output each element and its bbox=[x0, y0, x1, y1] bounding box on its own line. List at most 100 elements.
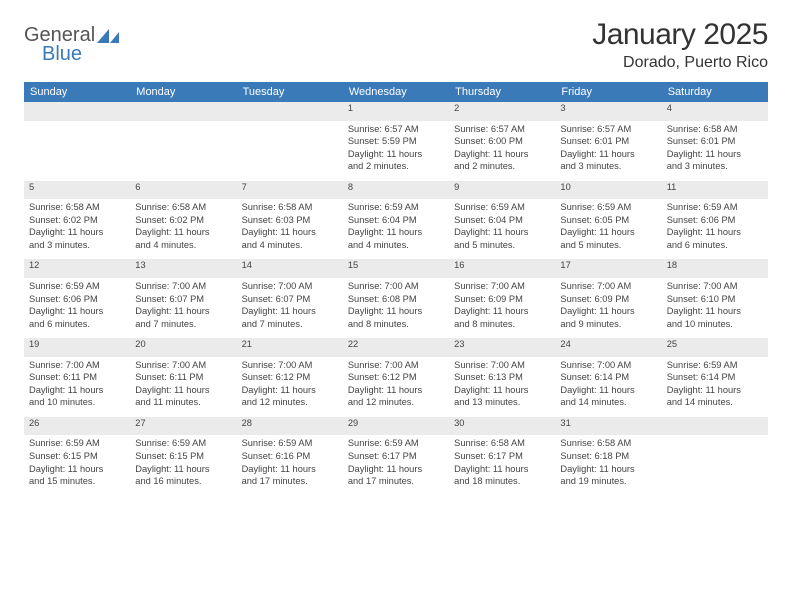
day-cell: Sunrise: 7:00 AMSunset: 6:13 PMDaylight:… bbox=[449, 358, 555, 416]
sunset-text: Sunset: 6:08 PM bbox=[348, 293, 444, 306]
day-cell: Sunrise: 6:59 AMSunset: 6:04 PMDaylight:… bbox=[449, 200, 555, 258]
day-detail-row: Sunrise: 6:58 AMSunset: 6:02 PMDaylight:… bbox=[24, 200, 768, 258]
day-of-week-header: Tuesday bbox=[237, 82, 343, 102]
sunrise-text: Sunrise: 6:59 AM bbox=[242, 437, 338, 450]
sunrise-text: Sunrise: 7:00 AM bbox=[560, 280, 656, 293]
sunrise-text: Sunrise: 6:59 AM bbox=[560, 201, 656, 214]
sunrise-text: Sunrise: 6:59 AM bbox=[667, 201, 763, 214]
day-detail-row: Sunrise: 7:00 AMSunset: 6:11 PMDaylight:… bbox=[24, 358, 768, 416]
sunrise-text: Sunrise: 6:57 AM bbox=[454, 123, 550, 136]
day-number: 30 bbox=[449, 416, 555, 437]
sunrise-text: Sunrise: 7:00 AM bbox=[348, 280, 444, 293]
day-cell: Sunrise: 6:57 AMSunset: 6:01 PMDaylight:… bbox=[555, 122, 661, 180]
day1-text: Daylight: 11 hours bbox=[29, 226, 125, 239]
day1-text: Daylight: 11 hours bbox=[454, 384, 550, 397]
day1-text: Daylight: 11 hours bbox=[135, 305, 231, 318]
day-cell bbox=[662, 436, 768, 494]
sunrise-text: Sunrise: 6:59 AM bbox=[454, 201, 550, 214]
sunrise-text: Sunrise: 6:59 AM bbox=[29, 280, 125, 293]
day-cell: Sunrise: 6:58 AMSunset: 6:02 PMDaylight:… bbox=[130, 200, 236, 258]
day1-text: Daylight: 11 hours bbox=[29, 384, 125, 397]
brand-part2: Blue bbox=[42, 43, 119, 66]
day-number: 17 bbox=[555, 258, 661, 279]
day2-text: and 4 minutes. bbox=[348, 239, 444, 252]
sunset-text: Sunset: 6:02 PM bbox=[135, 214, 231, 227]
day-number-row: 19202122232425 bbox=[24, 337, 768, 358]
sunrise-text: Sunrise: 7:00 AM bbox=[454, 359, 550, 372]
sunrise-text: Sunrise: 6:59 AM bbox=[135, 437, 231, 450]
month-title: January 2025 bbox=[592, 18, 768, 52]
day-of-week-header: Friday bbox=[555, 82, 661, 102]
day-cell: Sunrise: 6:59 AMSunset: 6:16 PMDaylight:… bbox=[237, 436, 343, 494]
day2-text: and 4 minutes. bbox=[242, 239, 338, 252]
day-number-row: 567891011 bbox=[24, 180, 768, 201]
day-number: 19 bbox=[24, 337, 130, 358]
sunrise-text: Sunrise: 6:59 AM bbox=[29, 437, 125, 450]
day2-text: and 5 minutes. bbox=[454, 239, 550, 252]
day2-text: and 10 minutes. bbox=[667, 318, 763, 331]
sunset-text: Sunset: 5:59 PM bbox=[348, 135, 444, 148]
day2-text: and 10 minutes. bbox=[29, 396, 125, 409]
sunrise-text: Sunrise: 6:57 AM bbox=[560, 123, 656, 136]
sunset-text: Sunset: 6:06 PM bbox=[667, 214, 763, 227]
day-cell bbox=[237, 122, 343, 180]
day-of-week-header: Thursday bbox=[449, 82, 555, 102]
day2-text: and 12 minutes. bbox=[242, 396, 338, 409]
day2-text: and 7 minutes. bbox=[135, 318, 231, 331]
sunset-text: Sunset: 6:13 PM bbox=[454, 371, 550, 384]
day-cell: Sunrise: 7:00 AMSunset: 6:12 PMDaylight:… bbox=[343, 358, 449, 416]
day-cell: Sunrise: 6:58 AMSunset: 6:02 PMDaylight:… bbox=[24, 200, 130, 258]
sunset-text: Sunset: 6:05 PM bbox=[560, 214, 656, 227]
calendar-head: SundayMondayTuesdayWednesdayThursdayFrid… bbox=[24, 82, 768, 102]
day-cell: Sunrise: 6:57 AMSunset: 6:00 PMDaylight:… bbox=[449, 122, 555, 180]
day2-text: and 11 minutes. bbox=[135, 396, 231, 409]
sunset-text: Sunset: 6:17 PM bbox=[454, 450, 550, 463]
day1-text: Daylight: 11 hours bbox=[348, 305, 444, 318]
day1-text: Daylight: 11 hours bbox=[242, 463, 338, 476]
day-cell: Sunrise: 6:59 AMSunset: 6:04 PMDaylight:… bbox=[343, 200, 449, 258]
sunset-text: Sunset: 6:01 PM bbox=[667, 135, 763, 148]
day1-text: Daylight: 11 hours bbox=[560, 463, 656, 476]
sunset-text: Sunset: 6:11 PM bbox=[29, 371, 125, 384]
day-cell: Sunrise: 6:59 AMSunset: 6:15 PMDaylight:… bbox=[130, 436, 236, 494]
day-number: 7 bbox=[237, 180, 343, 201]
day-of-week-header: Sunday bbox=[24, 82, 130, 102]
day-detail-row: Sunrise: 6:59 AMSunset: 6:15 PMDaylight:… bbox=[24, 436, 768, 494]
sunset-text: Sunset: 6:10 PM bbox=[667, 293, 763, 306]
day-of-week-header: Wednesday bbox=[343, 82, 449, 102]
sunset-text: Sunset: 6:00 PM bbox=[454, 135, 550, 148]
day-cell: Sunrise: 6:59 AMSunset: 6:05 PMDaylight:… bbox=[555, 200, 661, 258]
day-number: 4 bbox=[662, 102, 768, 122]
day1-text: Daylight: 11 hours bbox=[454, 305, 550, 318]
day1-text: Daylight: 11 hours bbox=[135, 226, 231, 239]
day-cell: Sunrise: 6:59 AMSunset: 6:06 PMDaylight:… bbox=[24, 279, 130, 337]
sunset-text: Sunset: 6:01 PM bbox=[560, 135, 656, 148]
sunrise-text: Sunrise: 7:00 AM bbox=[560, 359, 656, 372]
day-cell: Sunrise: 7:00 AMSunset: 6:14 PMDaylight:… bbox=[555, 358, 661, 416]
day-cell: Sunrise: 7:00 AMSunset: 6:09 PMDaylight:… bbox=[449, 279, 555, 337]
day-number-row: 12131415161718 bbox=[24, 258, 768, 279]
day1-text: Daylight: 11 hours bbox=[29, 463, 125, 476]
sunset-text: Sunset: 6:03 PM bbox=[242, 214, 338, 227]
day2-text: and 6 minutes. bbox=[667, 239, 763, 252]
day2-text: and 2 minutes. bbox=[348, 160, 444, 173]
day2-text: and 2 minutes. bbox=[454, 160, 550, 173]
day-cell: Sunrise: 6:58 AMSunset: 6:01 PMDaylight:… bbox=[662, 122, 768, 180]
sunset-text: Sunset: 6:15 PM bbox=[29, 450, 125, 463]
day1-text: Daylight: 11 hours bbox=[667, 148, 763, 161]
day-cell: Sunrise: 6:58 AMSunset: 6:18 PMDaylight:… bbox=[555, 436, 661, 494]
day-cell: Sunrise: 7:00 AMSunset: 6:12 PMDaylight:… bbox=[237, 358, 343, 416]
day-cell: Sunrise: 6:57 AMSunset: 5:59 PMDaylight:… bbox=[343, 122, 449, 180]
day2-text: and 3 minutes. bbox=[29, 239, 125, 252]
day-of-week-row: SundayMondayTuesdayWednesdayThursdayFrid… bbox=[24, 82, 768, 102]
day-cell: Sunrise: 6:58 AMSunset: 6:17 PMDaylight:… bbox=[449, 436, 555, 494]
day-number: 29 bbox=[343, 416, 449, 437]
day-number: 21 bbox=[237, 337, 343, 358]
day2-text: and 19 minutes. bbox=[560, 475, 656, 488]
day2-text: and 6 minutes. bbox=[29, 318, 125, 331]
sunset-text: Sunset: 6:06 PM bbox=[29, 293, 125, 306]
sunrise-text: Sunrise: 6:59 AM bbox=[667, 359, 763, 372]
day-number: 15 bbox=[343, 258, 449, 279]
day2-text: and 14 minutes. bbox=[667, 396, 763, 409]
day1-text: Daylight: 11 hours bbox=[242, 384, 338, 397]
